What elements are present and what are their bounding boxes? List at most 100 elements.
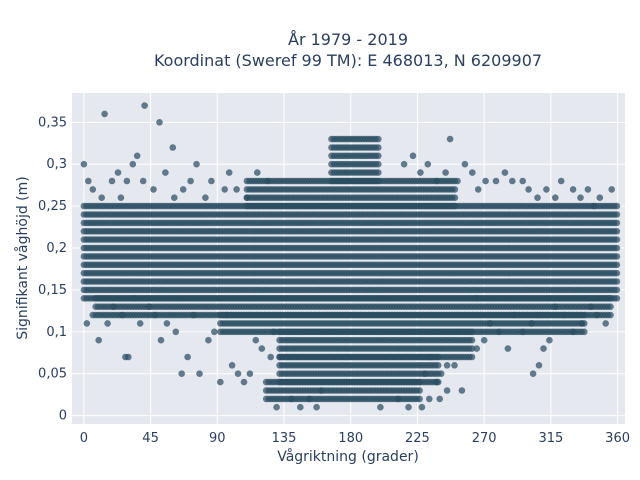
scatter-point xyxy=(288,395,295,403)
scatter-point xyxy=(613,202,621,210)
scatter-point xyxy=(458,387,466,394)
scatter-point xyxy=(246,370,254,378)
scatter-point xyxy=(264,177,272,185)
scatter-point xyxy=(613,261,621,269)
scatter-point xyxy=(196,370,203,378)
x-axis-title: Vågriktning (grader) xyxy=(277,448,419,465)
scatter-point xyxy=(225,169,233,176)
scatter-point xyxy=(468,353,476,361)
scatter-point xyxy=(297,403,304,411)
scatter-point xyxy=(577,194,584,201)
scatter-point xyxy=(552,303,559,311)
scatter-point xyxy=(501,169,509,176)
scatter-point xyxy=(578,320,586,327)
scatter-point xyxy=(504,345,512,352)
scatter-point xyxy=(424,160,432,168)
x-tick-label: 360 xyxy=(605,431,630,446)
scatter-point xyxy=(233,186,240,193)
y-tick-label: 0,15 xyxy=(38,283,67,298)
scatter-point xyxy=(417,169,424,176)
scatter-point xyxy=(480,336,488,344)
scatter-point xyxy=(443,362,451,369)
scatter-point xyxy=(208,177,215,185)
scatter-point xyxy=(535,362,543,369)
scatter-point xyxy=(613,269,621,277)
x-tick-label: 225 xyxy=(405,431,430,446)
scatter-point xyxy=(131,295,138,302)
scatter-point xyxy=(602,320,609,327)
scatter-point xyxy=(546,336,553,344)
scatter-point xyxy=(581,311,588,319)
scatter-point xyxy=(258,345,266,352)
scatter-point xyxy=(451,186,459,193)
scatter-point xyxy=(469,169,476,176)
chart-title-line-2: Koordinat (Sweref 99 TM): E 468013, N 62… xyxy=(154,51,542,70)
scatter-point xyxy=(569,328,577,336)
scatter-point xyxy=(98,194,105,201)
scatter-point xyxy=(613,244,621,252)
x-tick-label: 180 xyxy=(338,431,363,446)
scatter-point xyxy=(474,186,482,193)
scatter-point xyxy=(171,194,178,201)
scatter-point xyxy=(240,378,248,386)
scatter-point xyxy=(273,403,280,411)
scatter-point xyxy=(394,395,402,403)
scatter-point xyxy=(157,336,165,344)
scatter-point xyxy=(178,370,185,378)
scatter-point xyxy=(443,387,451,394)
y-tick-label: 0,2 xyxy=(46,241,67,256)
y-tick-label: 0,35 xyxy=(38,115,67,130)
scatter-point xyxy=(451,362,458,369)
scatter-point xyxy=(495,328,503,336)
scatter-point xyxy=(543,186,550,193)
scatter-point xyxy=(409,152,417,160)
scatter-point xyxy=(405,403,412,411)
scatter-point xyxy=(172,328,180,336)
x-tick-label: 135 xyxy=(272,431,297,446)
scatter-point xyxy=(83,320,91,327)
chart-title-line-1: År 1979 - 2019 xyxy=(288,30,408,49)
scatter-point xyxy=(608,186,615,193)
scatter-point xyxy=(228,362,236,369)
scatter-point xyxy=(101,110,108,118)
scatter-point xyxy=(317,387,325,394)
chart-title: År 1979 - 2019 Koordinat (Sweref 99 TM):… xyxy=(154,30,542,70)
y-tick-labels: 00,050,10,150,20,250,30,35 xyxy=(38,115,67,423)
y-axis-title: Signifikant våghöjd (m) xyxy=(14,176,31,339)
scatter-point xyxy=(222,311,230,319)
scatter-point xyxy=(270,328,277,336)
scatter-point xyxy=(607,295,614,302)
scatter-point xyxy=(473,295,481,302)
scatter-point xyxy=(607,303,614,311)
scatter-point xyxy=(89,186,97,193)
scatter-point xyxy=(234,370,242,378)
scatter-point xyxy=(437,370,445,378)
scatter-point xyxy=(509,177,516,185)
scatter-point xyxy=(461,160,469,168)
scatter-point xyxy=(613,219,621,227)
data-points xyxy=(80,102,621,411)
scatter-point xyxy=(534,194,541,201)
scatter-point xyxy=(141,102,148,109)
scatter-point xyxy=(436,395,444,403)
scatter-point xyxy=(451,202,459,210)
scatter-point xyxy=(221,186,228,193)
scatter-point xyxy=(587,303,595,311)
scatter-point xyxy=(581,328,588,336)
scatter-point xyxy=(95,336,102,344)
scatter-point xyxy=(519,328,526,336)
scatter-point xyxy=(85,177,92,185)
scatter-point xyxy=(375,135,382,143)
y-tick-label: 0,1 xyxy=(46,325,67,340)
scatter-point xyxy=(433,378,441,386)
scatter-point xyxy=(89,311,97,319)
scatter-point xyxy=(211,328,218,336)
scatter-point xyxy=(217,378,224,386)
scatter-point xyxy=(193,160,200,168)
scatter-point xyxy=(434,353,442,361)
scatter-point xyxy=(187,177,194,185)
scatter-point xyxy=(525,186,532,193)
scatter-point xyxy=(162,169,169,176)
y-tick-label: 0,3 xyxy=(46,157,67,172)
scatter-point xyxy=(179,186,187,193)
